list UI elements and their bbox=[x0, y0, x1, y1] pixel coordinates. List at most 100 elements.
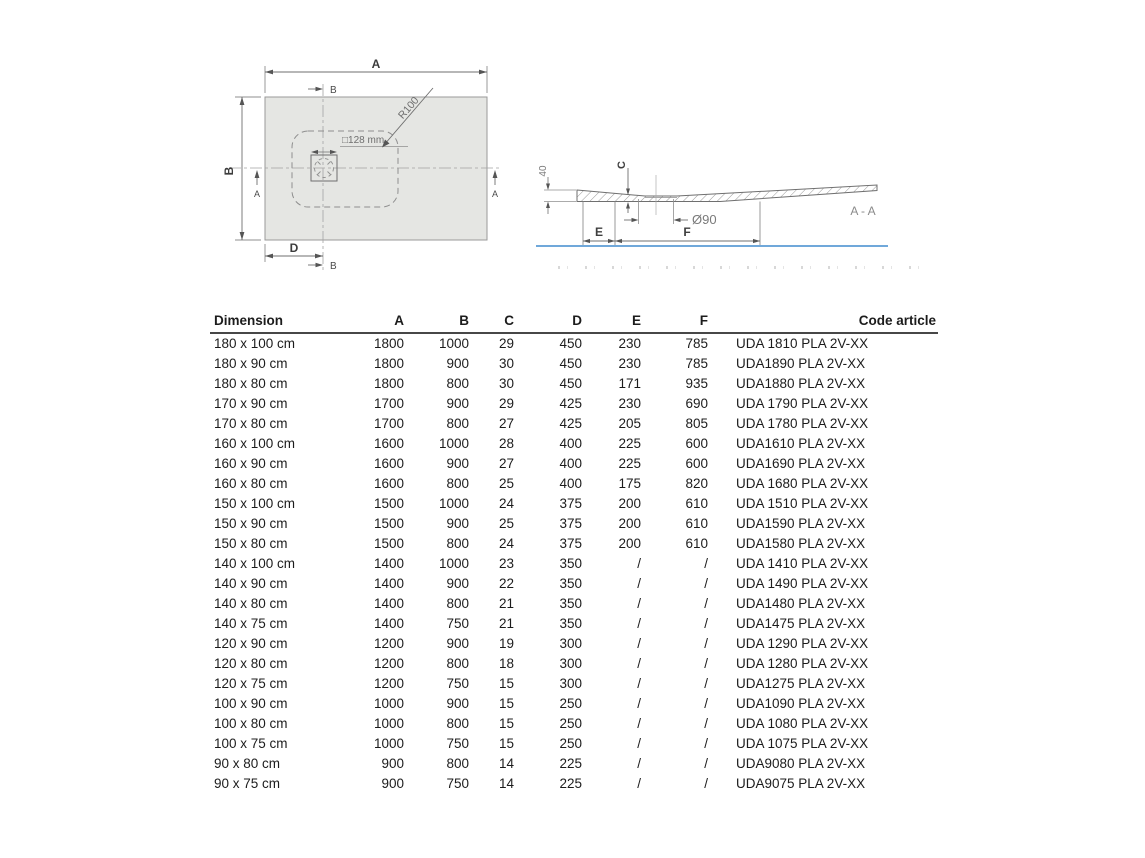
cell-dimension: 150 x 90 cm bbox=[214, 516, 288, 531]
cell-a: 1600 bbox=[373, 456, 404, 471]
cell-dimension: 180 x 80 cm bbox=[214, 376, 288, 391]
cell-dimension: 170 x 80 cm bbox=[214, 416, 288, 431]
cell-b: 750 bbox=[446, 616, 469, 631]
arrowhead bbox=[315, 86, 323, 92]
cell-c: 15 bbox=[498, 696, 514, 711]
arrowhead bbox=[626, 202, 630, 209]
table-row: 170 x 90 cm 1700 900 29 425 230 690 UDA … bbox=[210, 394, 938, 414]
cell-c: 24 bbox=[498, 496, 514, 511]
cell-code-article: UDA 1075 PLA 2V-XX bbox=[736, 736, 869, 751]
cell-f: 610 bbox=[685, 516, 708, 531]
cell-dimension: 100 x 90 cm bbox=[214, 696, 288, 711]
cell-a: 1600 bbox=[373, 436, 404, 451]
cell-c: 15 bbox=[498, 676, 514, 691]
col-header-code-article: Code article bbox=[712, 311, 938, 334]
cell-f: 935 bbox=[685, 376, 708, 391]
table-row: 100 x 90 cm 1000 900 15 250 / / UDA1090 … bbox=[210, 694, 938, 714]
cell-f: 785 bbox=[685, 336, 708, 351]
radius-leader bbox=[383, 87, 434, 146]
arrowhead bbox=[254, 170, 260, 178]
cell-f: 600 bbox=[685, 436, 708, 451]
cell-c: 27 bbox=[498, 456, 514, 471]
cell-e: 200 bbox=[618, 496, 641, 511]
cell-dimension: 140 x 90 cm bbox=[214, 576, 288, 591]
cell-a: 1200 bbox=[373, 656, 404, 671]
cell-code-article: UDA1690 PLA 2V-XX bbox=[736, 456, 866, 471]
arrowhead bbox=[673, 217, 681, 223]
arrowhead bbox=[382, 139, 390, 148]
cell-b: 800 bbox=[446, 376, 469, 391]
drain-square bbox=[310, 154, 338, 182]
table-row: 180 x 100 cm 1800 1000 29 450 230 785 UD… bbox=[210, 333, 938, 354]
cell-b: 900 bbox=[446, 516, 469, 531]
section-b-bottom-label: B bbox=[330, 261, 337, 272]
col-header-dimension: Dimension bbox=[210, 311, 340, 334]
cell-code-article: UDA9075 PLA 2V-XX bbox=[736, 776, 866, 791]
table-row: 160 x 90 cm 1600 900 27 400 225 600 UDA1… bbox=[210, 454, 938, 474]
cell-dimension: 170 x 90 cm bbox=[214, 396, 288, 411]
cell-f: 820 bbox=[685, 476, 708, 491]
dim-f-label: F bbox=[683, 225, 690, 239]
cell-a: 1400 bbox=[373, 556, 404, 571]
col-header-b: B bbox=[408, 311, 473, 334]
cell-a: 1500 bbox=[373, 496, 404, 511]
cell-dimension: 180 x 90 cm bbox=[214, 356, 288, 371]
cell-code-article: UDA 1490 PLA 2V-XX bbox=[736, 576, 869, 591]
cell-code-article: UDA1580 PLA 2V-XX bbox=[736, 536, 866, 551]
cell-d: 350 bbox=[559, 596, 582, 611]
cell-dimension: 140 x 75 cm bbox=[214, 616, 288, 631]
cell-code-article: UDA9080 PLA 2V-XX bbox=[736, 756, 866, 771]
cell-c: 22 bbox=[498, 576, 514, 591]
col-header-e: E bbox=[586, 311, 645, 334]
cell-e: / bbox=[637, 556, 641, 571]
drain-diameter-label: Ø90 bbox=[692, 212, 717, 227]
cell-d: 450 bbox=[559, 356, 582, 371]
cell-code-article: UDA 1280 PLA 2V-XX bbox=[736, 656, 869, 671]
cell-dimension: 120 x 75 cm bbox=[214, 676, 288, 691]
cell-c: 30 bbox=[498, 356, 514, 371]
cell-a: 1200 bbox=[373, 636, 404, 651]
cell-dimension: 100 x 75 cm bbox=[214, 736, 288, 751]
cell-b: 750 bbox=[446, 736, 469, 751]
arrowhead bbox=[239, 97, 245, 105]
drain-circle-dashed bbox=[314, 158, 334, 178]
cell-e: 205 bbox=[618, 416, 641, 431]
cell-f: 610 bbox=[685, 496, 708, 511]
dim-e-label: E bbox=[595, 225, 603, 239]
table-row: 120 x 90 cm 1200 900 19 300 / / UDA 1290… bbox=[210, 634, 938, 654]
arrowhead bbox=[315, 262, 323, 268]
cell-dimension: 160 x 80 cm bbox=[214, 476, 288, 491]
cell-code-article: UDA1090 PLA 2V-XX bbox=[736, 696, 866, 711]
faded-watermark-text bbox=[558, 266, 924, 269]
cell-a: 1000 bbox=[373, 736, 404, 751]
cell-c: 14 bbox=[498, 756, 514, 771]
slope-outline-dashed bbox=[291, 130, 399, 208]
dim-a-label: A bbox=[372, 57, 381, 71]
cell-c: 15 bbox=[498, 716, 514, 731]
cell-d: 250 bbox=[559, 716, 582, 731]
cell-b: 1000 bbox=[438, 436, 469, 451]
cell-d: 250 bbox=[559, 736, 582, 751]
table-row: 140 x 90 cm 1400 900 22 350 / / UDA 1490… bbox=[210, 574, 938, 594]
cell-b: 750 bbox=[446, 776, 469, 791]
cell-c: 23 bbox=[498, 556, 514, 571]
dimension-table: Dimension A B C D E F Code article 180 x… bbox=[210, 311, 938, 794]
cell-c: 28 bbox=[498, 436, 514, 451]
cell-c: 29 bbox=[498, 336, 514, 351]
arrowhead bbox=[492, 170, 498, 178]
cell-code-article: UDA1610 PLA 2V-XX bbox=[736, 436, 866, 451]
cell-e: / bbox=[637, 776, 641, 791]
cell-e: 171 bbox=[618, 376, 641, 391]
arrowhead bbox=[311, 149, 318, 155]
cell-dimension: 120 x 80 cm bbox=[214, 656, 288, 671]
depth-c-label: C bbox=[616, 161, 628, 169]
cell-a: 1800 bbox=[373, 356, 404, 371]
cell-e: / bbox=[637, 736, 641, 751]
cell-c: 21 bbox=[498, 596, 514, 611]
cell-b: 800 bbox=[446, 716, 469, 731]
dim-d-label: D bbox=[290, 241, 299, 255]
cell-code-article: UDA1590 PLA 2V-XX bbox=[736, 516, 866, 531]
cell-c: 14 bbox=[498, 776, 514, 791]
cell-dimension: 140 x 100 cm bbox=[214, 556, 296, 571]
cell-b: 900 bbox=[446, 696, 469, 711]
